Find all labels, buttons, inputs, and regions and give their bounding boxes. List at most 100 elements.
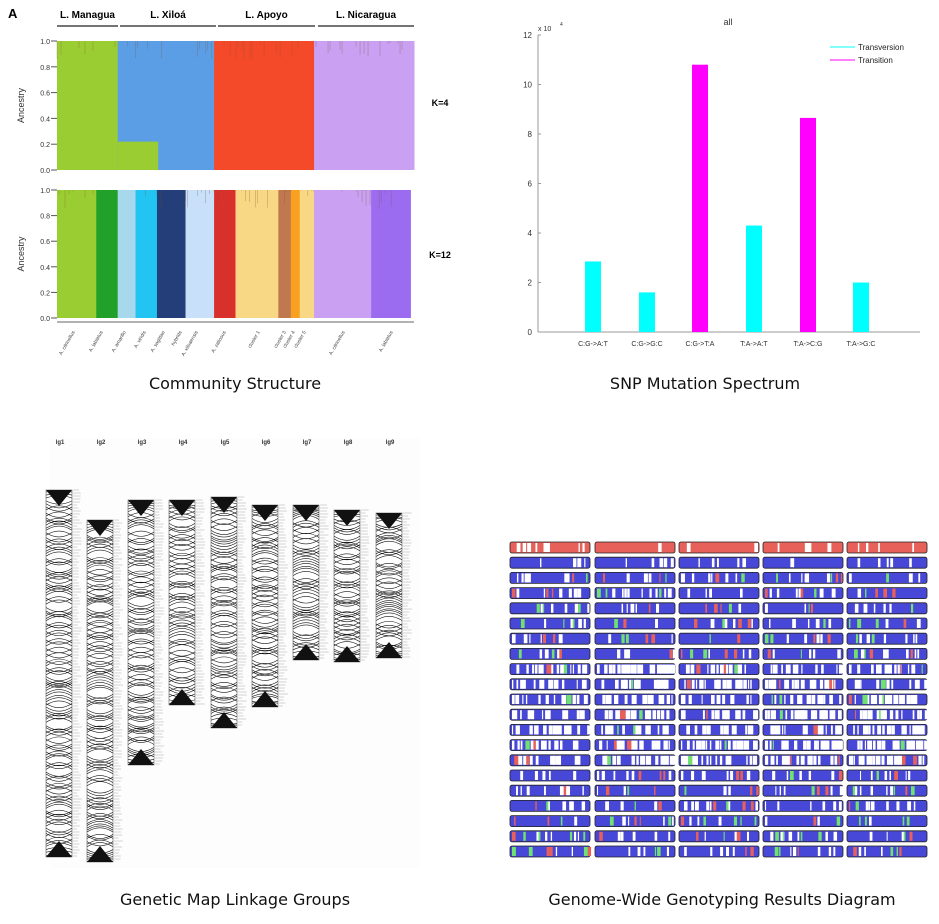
genotype-segment [855, 786, 858, 796]
genotype-segment [607, 755, 611, 765]
genotype-track [509, 678, 591, 691]
genotype-segment [819, 725, 824, 735]
marker-line [375, 590, 403, 596]
genotype-segment [799, 771, 802, 780]
genotype-segment [886, 801, 889, 811]
species-label: cluster 1 [247, 330, 262, 350]
genotype-segment [870, 786, 874, 796]
genotype-segment [825, 725, 827, 735]
marker-line [210, 694, 238, 699]
genotype-segment [527, 710, 534, 720]
marker-line [127, 560, 155, 566]
marker-line [86, 648, 114, 653]
genotype-segment [772, 740, 774, 750]
genotype-segment [533, 740, 537, 750]
marker-line [333, 568, 361, 573]
marker-line [168, 534, 196, 539]
genotype-segment [849, 573, 852, 583]
genotype-segment [889, 695, 893, 704]
marker-line [45, 691, 73, 697]
genotype-segment [585, 573, 588, 583]
genotype-segment [706, 710, 708, 720]
genotyping-heatmap [509, 541, 929, 858]
genotype-segment [797, 831, 800, 841]
genotype-segment [628, 847, 631, 856]
genotype-segment [849, 619, 851, 628]
genotype-segment [779, 786, 781, 796]
marker-line [45, 683, 73, 689]
track-base [594, 845, 676, 858]
marker-line [210, 578, 238, 584]
marker-line [45, 622, 73, 628]
genotype-segment [883, 634, 887, 644]
marker-line [86, 659, 114, 665]
genotype-segment [550, 831, 553, 841]
genotype-segment [736, 740, 742, 750]
genotype-track [594, 739, 676, 752]
marker-line [210, 687, 238, 693]
genotype-segment [794, 710, 800, 720]
genotype-segment [605, 801, 610, 811]
marker-line [45, 667, 73, 673]
marker-line [251, 547, 279, 552]
genotype-segment [770, 831, 774, 841]
marker-line [45, 679, 73, 684]
genotype-segment [738, 619, 742, 628]
marker-line [127, 569, 155, 575]
genotype-segment [581, 679, 587, 689]
genotype-segment [808, 771, 812, 780]
marker-line [45, 558, 73, 564]
genotype-segment [559, 649, 562, 659]
genotype-track [846, 769, 928, 782]
marker-line [127, 693, 155, 699]
genotype-segment [857, 740, 860, 750]
track-base [594, 769, 676, 782]
genotype-segment [659, 573, 661, 583]
marker-line [333, 634, 361, 639]
genotype-segment [797, 847, 799, 856]
genotype-segment [808, 740, 810, 750]
genotype-segment [553, 695, 556, 704]
genotype-segment [574, 603, 579, 613]
genotype-segment [774, 847, 779, 856]
marker-line [45, 831, 73, 837]
ancestry-block [156, 190, 187, 318]
marker-line [251, 524, 279, 530]
linkage-group-label: lg2 [97, 440, 106, 446]
genotype-segment [551, 664, 554, 674]
marker-line [168, 607, 196, 612]
marker-line [86, 802, 114, 808]
marker-line [210, 638, 238, 644]
genotype-segment [795, 588, 798, 598]
marker-line [86, 746, 114, 752]
genotype-segment [630, 664, 636, 674]
marker-line [45, 830, 73, 836]
marker-line [375, 620, 403, 626]
genotype-segment [777, 543, 780, 552]
genotype-segment [855, 634, 859, 644]
marker-line [127, 572, 155, 577]
marker-line [168, 552, 196, 558]
track-base [509, 541, 591, 554]
track-base [678, 587, 760, 599]
genotype-segment [663, 816, 665, 826]
genotype-segment [879, 710, 881, 720]
genotype-segment [903, 619, 907, 628]
genotype-segment [864, 740, 866, 750]
marker-line [45, 629, 73, 635]
genotype-segment [710, 619, 715, 628]
genotype-segment [554, 740, 559, 750]
genotype-segment [725, 573, 729, 583]
marker-line [375, 563, 403, 568]
species-label: A. labiatus [378, 330, 395, 354]
genotype-segment [872, 755, 876, 765]
genotype-track [846, 754, 928, 767]
genotype-segment [724, 619, 728, 628]
genotype-track [594, 587, 676, 599]
genotype-segment [638, 771, 642, 780]
marker-line [127, 727, 155, 733]
genotype-track [762, 602, 844, 615]
genotype-segment [889, 710, 894, 720]
marker-line [127, 596, 155, 601]
genotype-segment [711, 558, 715, 568]
